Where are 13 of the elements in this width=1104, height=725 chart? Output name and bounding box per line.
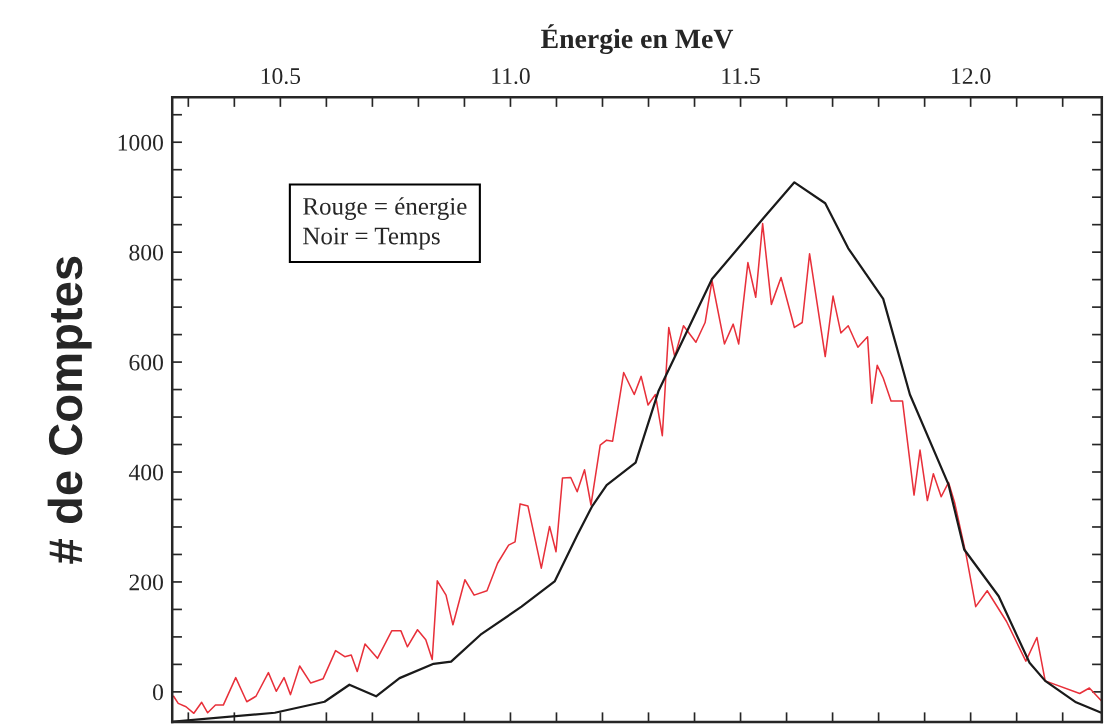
x-axis-title: Énergie en MeV bbox=[541, 24, 734, 55]
annotation: Rouge = énergie Noir = Temps bbox=[303, 197, 467, 250]
x-tick-label: 11.5 bbox=[722, 68, 760, 85]
y-tick-label: 600 bbox=[129, 354, 163, 371]
x-tick-label: 12.0 bbox=[952, 68, 991, 85]
y-axis-title: # de Comptes bbox=[47, 256, 92, 564]
y-tick-label: 1000 bbox=[118, 134, 163, 151]
x-tick-label: 11.0 bbox=[492, 68, 530, 85]
y-tick-label: 800 bbox=[129, 244, 163, 261]
y-tick-label: 0 bbox=[152, 684, 163, 701]
y-tick-label: 200 bbox=[129, 574, 163, 591]
y-tick-label: 400 bbox=[128, 464, 163, 481]
x-tick-label: 10.5 bbox=[261, 68, 301, 85]
